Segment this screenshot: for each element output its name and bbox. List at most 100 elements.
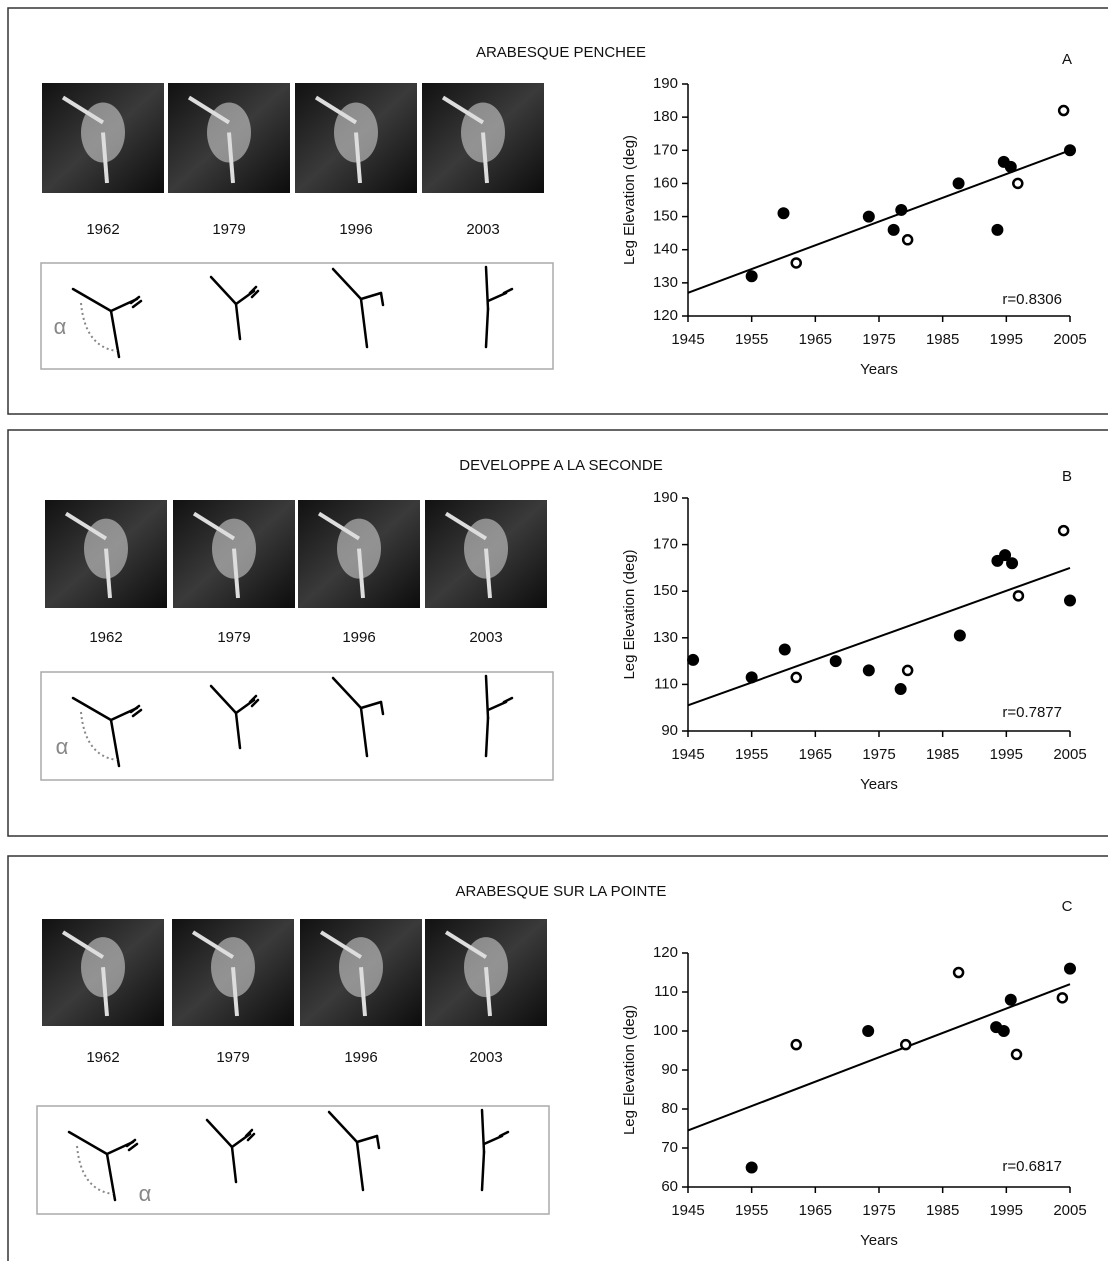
point [1010, 1048, 1023, 1061]
dancer [187, 95, 231, 125]
stick [484, 307, 490, 349]
x-tick-label: 1965 [799, 331, 832, 348]
point [778, 643, 791, 656]
dancer [227, 132, 235, 184]
point [829, 655, 842, 668]
x-tick-label: 1995 [990, 746, 1023, 763]
point [1057, 104, 1070, 117]
y-tick-label: 60 [661, 1178, 678, 1195]
dancer [64, 511, 108, 541]
point [952, 966, 965, 979]
point [887, 223, 900, 236]
x-tick-label: 1985 [926, 746, 959, 763]
panel-label: B [1062, 468, 1072, 485]
angle-arc [80, 711, 118, 761]
dancer [104, 548, 112, 599]
panel-title: ARABESQUE SUR LA POINTE [456, 883, 667, 900]
stick [127, 1142, 139, 1152]
point [777, 207, 790, 220]
dancer [191, 930, 235, 959]
photo-caption: 1962 [89, 629, 122, 646]
trend-line [687, 983, 1071, 1132]
photo-caption: 1996 [339, 221, 372, 238]
alpha: α [54, 314, 67, 339]
stick [129, 704, 141, 714]
y-tick-label: 120 [653, 307, 678, 324]
x-tick-label: 1955 [735, 746, 768, 763]
x-tick-label: 1955 [735, 331, 768, 348]
photo-caption: 1962 [86, 221, 119, 238]
x-tick-label: 1995 [990, 331, 1023, 348]
dancer [232, 548, 240, 599]
stick [129, 295, 141, 305]
y-axis-label: Leg Elevation (deg) [621, 135, 638, 265]
dancer [357, 548, 365, 599]
x-axis-label: Years [860, 776, 898, 793]
dancer [61, 930, 105, 959]
x-tick-label: 1955 [735, 1202, 768, 1219]
y-tick-label: 110 [654, 675, 678, 692]
x-tick-label: 1965 [799, 1202, 832, 1219]
point [745, 1161, 758, 1174]
stick [209, 684, 238, 715]
stick [105, 1152, 117, 1202]
dancer [192, 511, 236, 541]
stick [67, 1130, 109, 1156]
y-tick-label: 130 [653, 629, 678, 646]
x-tick-label: 1945 [671, 1202, 704, 1219]
point [1006, 557, 1019, 570]
y-tick-label: 150 [653, 208, 678, 225]
stick [109, 718, 121, 768]
stick [484, 716, 490, 758]
point [901, 664, 914, 677]
point [1012, 177, 1024, 190]
point [991, 223, 1004, 236]
annotation: r=0.6817 [1002, 1158, 1062, 1175]
panel-label: A [1062, 51, 1072, 68]
x-axis-label: Years [860, 361, 898, 378]
x-tick-label: 1965 [799, 746, 832, 763]
point [1004, 160, 1017, 173]
dancer [101, 966, 109, 1017]
stick [327, 1110, 359, 1144]
x-tick-label: 1995 [990, 1202, 1023, 1219]
stick [71, 287, 113, 313]
y-tick-label: 90 [661, 722, 678, 739]
stick [359, 706, 369, 758]
stick-box [40, 671, 554, 781]
x-tick-label: 2005 [1053, 1202, 1086, 1219]
x-axis-label: Years [860, 1232, 898, 1249]
dancer [61, 95, 105, 125]
y-tick-label: 80 [661, 1100, 678, 1117]
point [790, 671, 802, 684]
x-tick-label: 2005 [1053, 746, 1086, 763]
panel-title: DEVELOPPE A LA SECONDE [459, 457, 662, 474]
panel-frame [7, 429, 1108, 837]
dancer [101, 132, 109, 184]
stick [480, 1150, 486, 1192]
photo-caption: 1979 [216, 1049, 249, 1066]
point [1064, 594, 1076, 607]
photo-caption: 1962 [86, 1049, 119, 1066]
stick [375, 1134, 381, 1150]
angle-arc [76, 1145, 114, 1195]
stick [234, 711, 242, 750]
y-tick-label: 180 [653, 108, 678, 125]
stick [250, 289, 260, 299]
photo-caption: 2003 [466, 221, 499, 238]
dancer [484, 548, 492, 599]
point [745, 270, 758, 283]
dancer [481, 132, 489, 184]
dancer [314, 95, 358, 125]
stick [248, 694, 258, 704]
point [790, 257, 802, 269]
stick [355, 1134, 379, 1144]
alpha: α [139, 1181, 152, 1206]
y-tick-label: 70 [661, 1139, 678, 1156]
panel-frame [7, 7, 1108, 415]
point [894, 683, 907, 696]
dancer [354, 132, 362, 184]
dancer [319, 930, 363, 959]
x-tick-label: 1975 [862, 331, 895, 348]
